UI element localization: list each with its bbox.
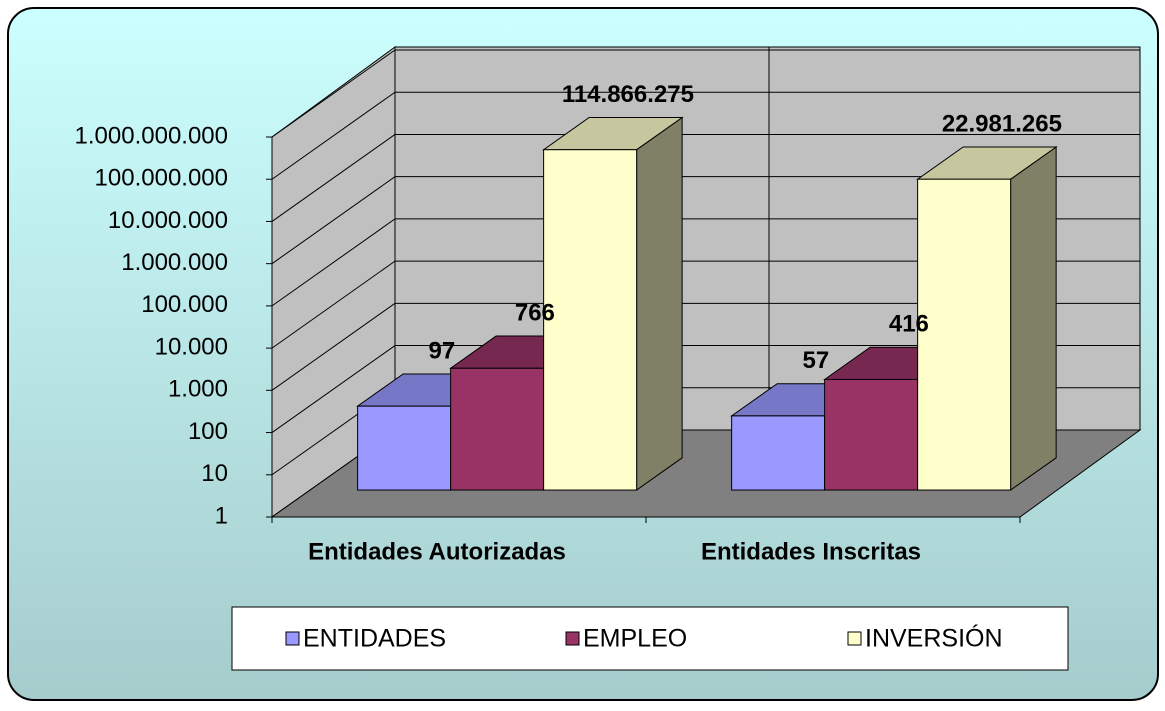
y-tick-label: 100.000.000 (95, 165, 228, 192)
grid-line (271, 176, 396, 265)
value-label: 416 (889, 311, 929, 338)
value-label: 114.866.275 (562, 81, 694, 108)
grid-line (271, 302, 396, 391)
y-tick-label: 10.000 (155, 333, 228, 360)
grid-line (271, 91, 396, 180)
legend-label: EMPLEO (583, 625, 687, 653)
legend-swatch (847, 631, 862, 646)
y-tick-label: 100 (188, 418, 228, 445)
legend (231, 606, 1069, 671)
bar (450, 367, 545, 491)
legend-swatch (285, 631, 300, 646)
bar (543, 149, 638, 491)
legend-label: ENTIDADES (303, 625, 446, 653)
grid-line (271, 260, 396, 349)
legend-swatch (565, 631, 580, 646)
y-tick-label: 1.000.000.000 (75, 122, 228, 149)
y-tick-label: 1.000 (168, 376, 228, 403)
bar (357, 405, 452, 491)
bar (731, 415, 826, 491)
value-label: 97 (429, 337, 456, 364)
y-tick-label: 100.000 (141, 291, 228, 318)
y-tick-label: 10 (201, 460, 228, 487)
y-tick-label: 1 (215, 502, 228, 529)
bar (917, 178, 1012, 491)
legend-label: INVERSIÓN (865, 624, 1003, 653)
grid-line (271, 49, 396, 138)
grid-line (271, 345, 396, 433)
value-label: 766 (515, 299, 555, 326)
value-label: 22.981.265 (942, 110, 1062, 137)
x-tick-label: Entidades Autorizadas (308, 538, 566, 565)
bar (824, 378, 919, 491)
bar-side (636, 116, 683, 491)
value-label: 57 (803, 347, 830, 374)
y-tick-label: 10.000.000 (108, 207, 228, 234)
y-tick-label: 1.000.000 (121, 249, 228, 276)
grid-line (271, 218, 396, 307)
x-tick-label: Entidades Inscritas (701, 538, 921, 565)
bar-side (1010, 146, 1057, 491)
grid-line (271, 134, 396, 222)
